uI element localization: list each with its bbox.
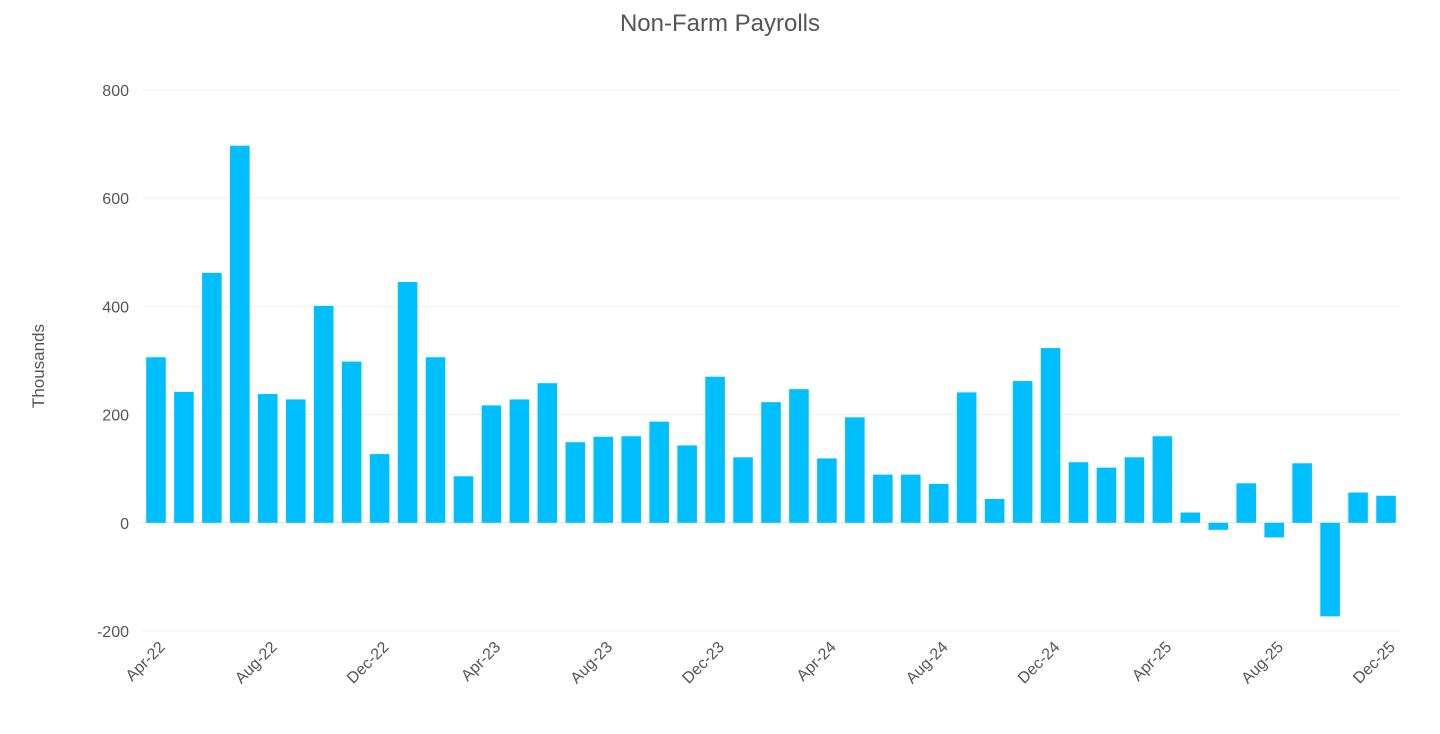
- bar: [984, 498, 1005, 523]
- y-tick-label: 800: [102, 83, 129, 100]
- y-tick-label: -200: [97, 624, 129, 641]
- bar: [1096, 467, 1117, 523]
- bar: [956, 392, 977, 523]
- y-tick-label: 400: [102, 299, 129, 316]
- bar: [230, 145, 250, 523]
- bar: [369, 454, 390, 523]
- bar: [202, 272, 222, 523]
- bar: [509, 399, 530, 523]
- bar: [258, 394, 278, 523]
- bar: [565, 442, 586, 523]
- bar: [789, 389, 809, 523]
- bar: [397, 282, 418, 523]
- bar: [705, 376, 725, 523]
- bar: [845, 417, 865, 523]
- bar: [1264, 522, 1284, 538]
- y-tick-label: 600: [102, 191, 129, 208]
- bar: [537, 383, 558, 523]
- bar: [593, 436, 614, 523]
- bar: [1376, 495, 1396, 523]
- x-tick-label: Aug-24: [903, 639, 952, 688]
- x-tick-label: Aug-22: [232, 639, 281, 688]
- bar: [677, 445, 697, 523]
- bar: [1152, 436, 1173, 523]
- y-tick-label: 200: [102, 408, 129, 425]
- x-tick-label: Aug-23: [568, 639, 617, 688]
- bar: [174, 391, 194, 523]
- bar: [900, 474, 921, 523]
- bar: [146, 357, 166, 523]
- bar: [285, 399, 306, 523]
- bar: [621, 436, 642, 523]
- x-tick-label: Dec-23: [679, 639, 728, 688]
- y-axis-ticks: -200 0 200 400 600 800: [97, 83, 129, 641]
- bar: [313, 305, 334, 523]
- bar: [1208, 522, 1229, 530]
- bar: [1236, 483, 1257, 523]
- x-tick-label: Dec-22: [344, 639, 393, 688]
- x-axis-ticks: Apr-22 Aug-22 Dec-22 Apr-23 Aug-23 Dec-23 Apr-…: [123, 639, 1399, 688]
- bar: [453, 476, 474, 523]
- x-tick-label: Dec-25: [1350, 639, 1399, 688]
- x-tick-label: Apr-24: [794, 639, 840, 685]
- bar: [1320, 522, 1340, 617]
- bar: [761, 402, 781, 523]
- bar: [341, 361, 362, 523]
- bar: [649, 421, 669, 523]
- x-tick-label: Apr-23: [458, 639, 504, 685]
- bar: [1180, 512, 1201, 523]
- chart-title: Non-Farm Payrolls: [619, 10, 821, 37]
- bar: [481, 405, 502, 523]
- x-tick-label: Aug-25: [1239, 639, 1288, 688]
- bar: [1348, 492, 1368, 523]
- bar: [1068, 462, 1089, 523]
- y-axis-label: Thousands: [29, 324, 48, 408]
- bar: [873, 474, 893, 523]
- bar: [1040, 348, 1061, 523]
- bar: [928, 483, 949, 523]
- x-tick-label: Dec-24: [1015, 639, 1064, 688]
- bar: [425, 357, 446, 523]
- bar: [733, 457, 753, 523]
- x-tick-label: Apr-22: [123, 639, 169, 685]
- y-tick-label: 0: [120, 516, 129, 533]
- bar: [1124, 457, 1145, 523]
- bar: [817, 458, 837, 523]
- x-tick-label: Apr-25: [1129, 639, 1175, 685]
- bar: [1292, 463, 1312, 523]
- bar: [1012, 381, 1033, 523]
- bar-series: [146, 145, 1396, 617]
